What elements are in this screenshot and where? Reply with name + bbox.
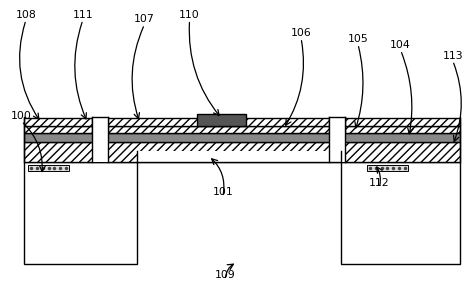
Text: 108: 108 <box>16 10 36 20</box>
Text: 101: 101 <box>212 187 233 197</box>
Text: 106: 106 <box>291 28 311 38</box>
Bar <box>24 142 460 162</box>
Bar <box>28 165 69 171</box>
Text: 105: 105 <box>347 34 368 44</box>
Text: 111: 111 <box>73 10 93 20</box>
Bar <box>92 117 108 162</box>
Text: 113: 113 <box>442 51 463 61</box>
Bar <box>345 126 460 133</box>
Text: 110: 110 <box>179 10 200 20</box>
Bar <box>345 118 460 126</box>
Bar <box>108 118 329 126</box>
Bar <box>24 162 137 264</box>
Bar <box>108 126 329 133</box>
Bar <box>367 165 408 171</box>
Text: 107: 107 <box>134 14 155 24</box>
Text: 104: 104 <box>390 40 411 50</box>
Bar <box>137 151 341 162</box>
Bar <box>24 133 460 142</box>
Bar <box>329 117 345 162</box>
Bar <box>197 114 246 126</box>
Text: 112: 112 <box>369 178 390 188</box>
Text: 109: 109 <box>215 270 236 280</box>
Text: 100: 100 <box>11 111 32 121</box>
Bar <box>24 118 92 126</box>
Bar <box>341 162 460 264</box>
Bar <box>24 126 92 133</box>
